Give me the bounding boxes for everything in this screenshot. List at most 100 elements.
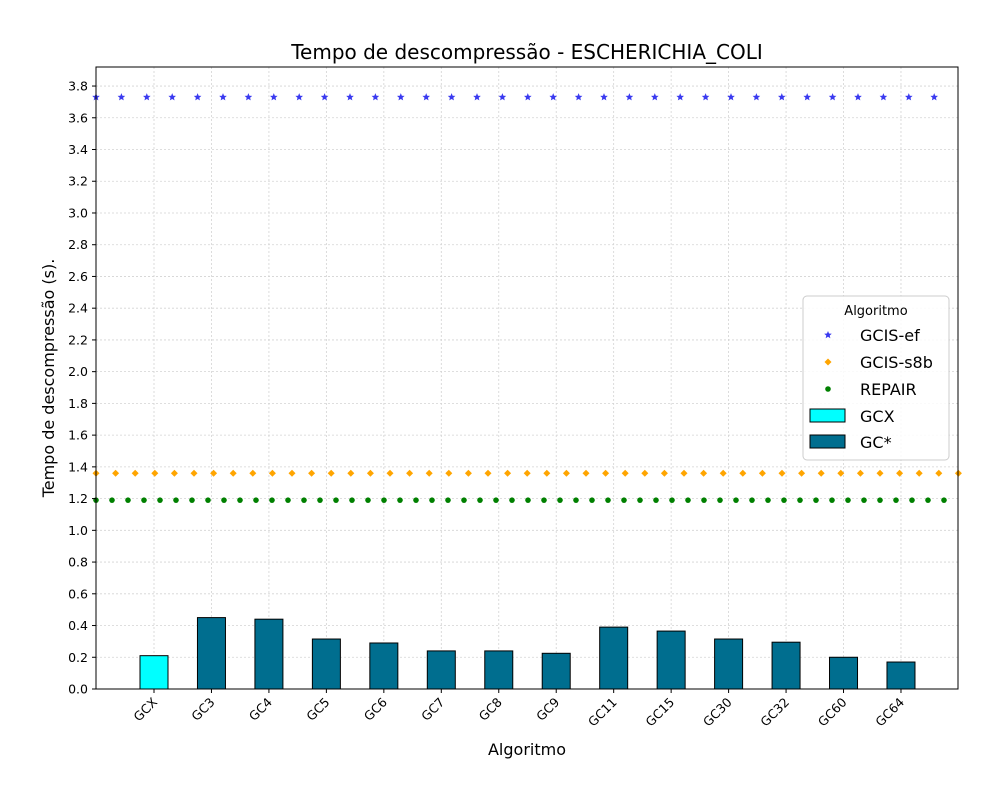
marker-gcis-s8b bbox=[562, 469, 570, 477]
marker-repair bbox=[301, 497, 307, 503]
marker-gcis-ef bbox=[574, 93, 583, 101]
marker-repair bbox=[941, 497, 947, 503]
marker-gcis-ef bbox=[524, 93, 532, 101]
bar-gc9 bbox=[541, 652, 571, 690]
x-tick-label: GC60 bbox=[815, 694, 850, 729]
marker-gcis-s8b bbox=[386, 469, 394, 477]
marker-repair bbox=[893, 497, 899, 503]
marker-gcis-s8b bbox=[366, 469, 374, 477]
marker-gcis-s8b bbox=[523, 469, 531, 477]
marker-gcis-s8b bbox=[896, 469, 904, 477]
marker-gcis-s8b bbox=[915, 469, 923, 477]
marker-gcis-s8b bbox=[464, 469, 472, 477]
x-tick-label: GC6 bbox=[361, 694, 390, 723]
x-tick-label: GC7 bbox=[418, 695, 447, 724]
marker-gcis-ef bbox=[803, 93, 811, 101]
marker-gcis-ef bbox=[270, 93, 278, 101]
legend-title: Algoritmo bbox=[844, 304, 907, 319]
legend-swatch-gc- bbox=[809, 434, 846, 449]
y-tick-label: 3.0 bbox=[68, 205, 88, 220]
marker-repair bbox=[573, 497, 579, 503]
marker-gcis-s8b bbox=[758, 469, 766, 477]
marker-repair bbox=[109, 497, 115, 503]
marker-gcis-s8b bbox=[582, 469, 590, 477]
marker-gcis-s8b bbox=[876, 469, 884, 477]
marker-gcis-s8b bbox=[484, 469, 492, 477]
x-tick-label: GC5 bbox=[303, 695, 332, 724]
y-tick-label: 0.0 bbox=[68, 682, 88, 697]
marker-gcis-s8b bbox=[445, 469, 453, 477]
x-tick-label: GCX bbox=[130, 694, 160, 724]
marker-gcis-ef bbox=[447, 93, 456, 101]
x-tick-label: GC11 bbox=[585, 695, 620, 730]
reference-markers bbox=[92, 93, 962, 503]
marker-gcis-s8b bbox=[798, 469, 806, 477]
marker-repair bbox=[525, 497, 531, 503]
legend-label-repair: REPAIR bbox=[860, 380, 917, 399]
marker-gcis-s8b bbox=[621, 469, 629, 477]
marker-gcis-ef bbox=[905, 93, 913, 101]
marker-gcis-ef bbox=[854, 93, 862, 101]
x-tick-label: GC3 bbox=[188, 695, 217, 724]
marker-repair bbox=[829, 497, 835, 503]
marker-gcis-ef bbox=[676, 93, 684, 101]
y-axis: 0.0 0.2 0.4 0.6 0.8 1.0 1.2 1.4 1.6 1.8 2.0 2.2 2.4 2… bbox=[68, 79, 96, 697]
y-tick-label: 2.6 bbox=[68, 269, 88, 284]
marker-repair bbox=[621, 497, 627, 503]
marker-gcis-ef bbox=[727, 93, 735, 101]
bar-gc3 bbox=[196, 617, 226, 690]
bar-gcx bbox=[139, 655, 169, 690]
marker-gcis-s8b bbox=[504, 469, 512, 477]
y-tick-label: 2.8 bbox=[68, 237, 88, 252]
marker-gcis-ef bbox=[143, 93, 151, 101]
marker-repair bbox=[333, 497, 339, 503]
marker-repair bbox=[157, 497, 163, 503]
marker-gcis-ef bbox=[219, 93, 227, 101]
bar-gc30 bbox=[714, 638, 744, 690]
marker-gcis-ef bbox=[625, 93, 634, 101]
marker-repair bbox=[189, 497, 195, 503]
marker-repair bbox=[493, 497, 499, 503]
bar-gc8 bbox=[484, 650, 514, 690]
x-tick-label: GC15 bbox=[642, 695, 677, 730]
marker-repair bbox=[365, 497, 371, 503]
marker-gcis-s8b bbox=[347, 469, 355, 477]
marker-repair bbox=[765, 497, 771, 503]
bar-gc5 bbox=[311, 638, 341, 690]
y-tick-label: 1.4 bbox=[68, 459, 88, 474]
marker-repair bbox=[269, 497, 275, 503]
bar-gc60 bbox=[829, 656, 859, 690]
bars bbox=[139, 617, 916, 690]
plot-frame bbox=[95, 66, 959, 690]
marker-repair bbox=[589, 497, 595, 503]
marker-repair bbox=[653, 497, 659, 503]
marker-gcis-s8b bbox=[680, 469, 688, 477]
marker-gcis-ef bbox=[193, 93, 202, 101]
legend-label-gcis-ef: GCIS-ef bbox=[860, 326, 920, 345]
y-axis-label: Tempo de descompressão (s). bbox=[39, 259, 58, 499]
marker-repair bbox=[813, 497, 819, 503]
marker-repair bbox=[685, 497, 691, 503]
legend-marker-repair bbox=[825, 386, 831, 392]
marker-gcis-s8b bbox=[249, 469, 257, 477]
marker-gcis-s8b bbox=[406, 469, 414, 477]
y-tick-label: 2.2 bbox=[68, 332, 88, 347]
x-tick-label: GC30 bbox=[700, 694, 735, 729]
y-tick-label: 3.6 bbox=[68, 110, 88, 125]
marker-repair bbox=[381, 497, 387, 503]
marker-gcis-s8b bbox=[112, 469, 120, 477]
marker-gcis-ef bbox=[930, 93, 938, 101]
marker-repair bbox=[749, 497, 755, 503]
marker-gcis-s8b bbox=[856, 469, 864, 477]
y-tick-label: 3.4 bbox=[68, 142, 88, 157]
marker-gcis-ef bbox=[371, 93, 380, 101]
marker-repair bbox=[605, 497, 611, 503]
y-tick-label: 0.4 bbox=[68, 618, 88, 633]
marker-gcis-s8b bbox=[288, 469, 296, 477]
marker-gcis-s8b bbox=[308, 469, 316, 477]
marker-gcis-s8b bbox=[210, 469, 218, 477]
marker-gcis-s8b bbox=[602, 469, 610, 477]
marker-repair bbox=[429, 497, 435, 503]
marker-repair bbox=[445, 497, 451, 503]
